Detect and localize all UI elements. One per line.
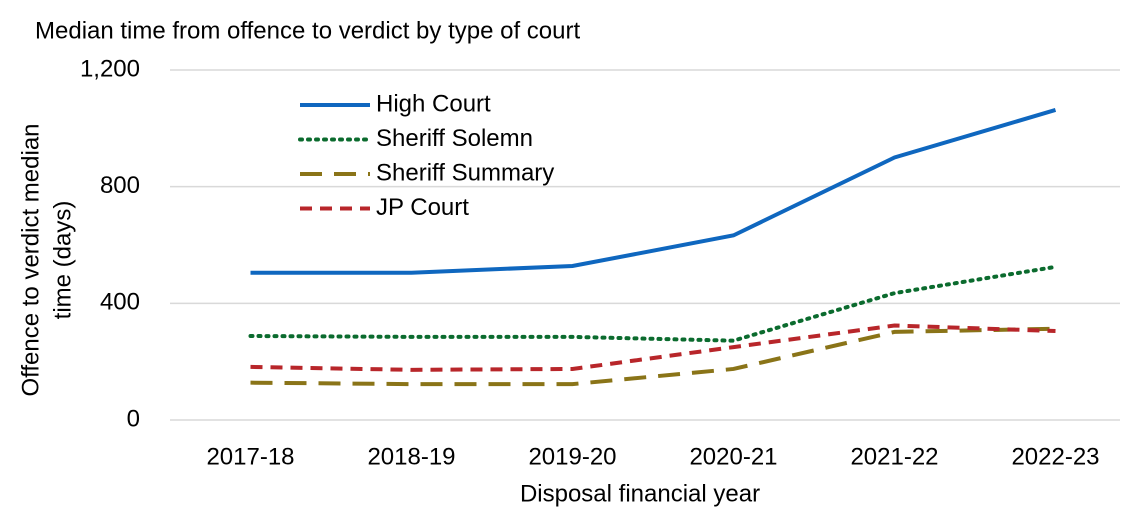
x-tick-label: 2020-21 — [689, 443, 777, 470]
x-tick-label: 2018-19 — [367, 443, 455, 470]
y-tick-label: 400 — [100, 289, 140, 316]
series-line — [250, 108, 1057, 275]
x-axis-label: Disposal financial year — [520, 480, 760, 507]
series-line — [250, 323, 1056, 372]
x-tick-label: 2022-23 — [1011, 443, 1099, 470]
legend-label: JP Court — [376, 194, 469, 221]
series-line — [248, 264, 1058, 343]
y-tick-label: 1,200 — [80, 55, 140, 82]
y-axis-label: time (days) — [49, 201, 76, 320]
chart-title: Median time from offence to verdict by t… — [35, 17, 580, 44]
legend-label: Sheriff Solemn — [376, 125, 533, 152]
y-tick-label: 0 — [127, 405, 140, 432]
x-tick-label: 2021-22 — [850, 443, 938, 470]
x-tick-label: 2019-20 — [528, 443, 616, 470]
x-tick-label: 2017-18 — [206, 443, 294, 470]
legend-label: Sheriff Summary — [376, 159, 554, 186]
y-tick-label: 800 — [100, 172, 140, 199]
y-axis-label: Offence to verdict median — [17, 123, 44, 396]
legend-label: High Court — [376, 90, 491, 117]
